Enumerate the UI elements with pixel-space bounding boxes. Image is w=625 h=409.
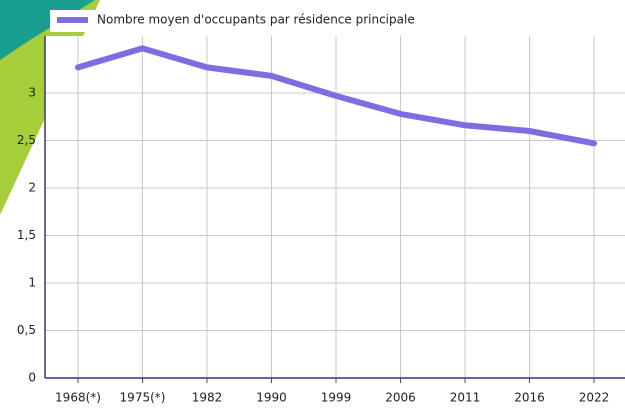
- x-tick-label: 1982: [192, 391, 223, 405]
- x-tick-label: 2022: [579, 391, 610, 405]
- plot-area: [45, 36, 625, 378]
- legend-label: Nombre moyen d'occupants par résidence p…: [97, 13, 415, 27]
- x-tick-label: 1990: [256, 391, 287, 405]
- y-tick-label: 1: [28, 276, 36, 290]
- decoration: [0, 0, 95, 60]
- x-tick-label: 1999: [321, 391, 352, 405]
- y-tick-label: 2,5: [17, 133, 36, 147]
- series: [75, 45, 597, 147]
- legend-area: [50, 10, 625, 32]
- x-tick-label: 1975(*): [120, 391, 166, 405]
- data-line: [75, 45, 597, 147]
- y-tick-label: 2: [28, 181, 36, 195]
- y-tick-label: 0,5: [17, 323, 36, 337]
- x-tick-label: 2011: [450, 391, 481, 405]
- y-tick-label: 0: [28, 371, 36, 385]
- y-tick-label: 3: [28, 86, 36, 100]
- x-tick-label: 1968(*): [55, 391, 101, 405]
- x-tick-label: 2006: [385, 391, 416, 405]
- y-tick-label: 1,5: [17, 228, 36, 242]
- labels: 0 0,5 1 1,5 2 2,5 3 1968(*) 1975(*) 1982 1990 1999 2…: [17, 13, 609, 405]
- x-tick-label: 2016: [514, 391, 545, 405]
